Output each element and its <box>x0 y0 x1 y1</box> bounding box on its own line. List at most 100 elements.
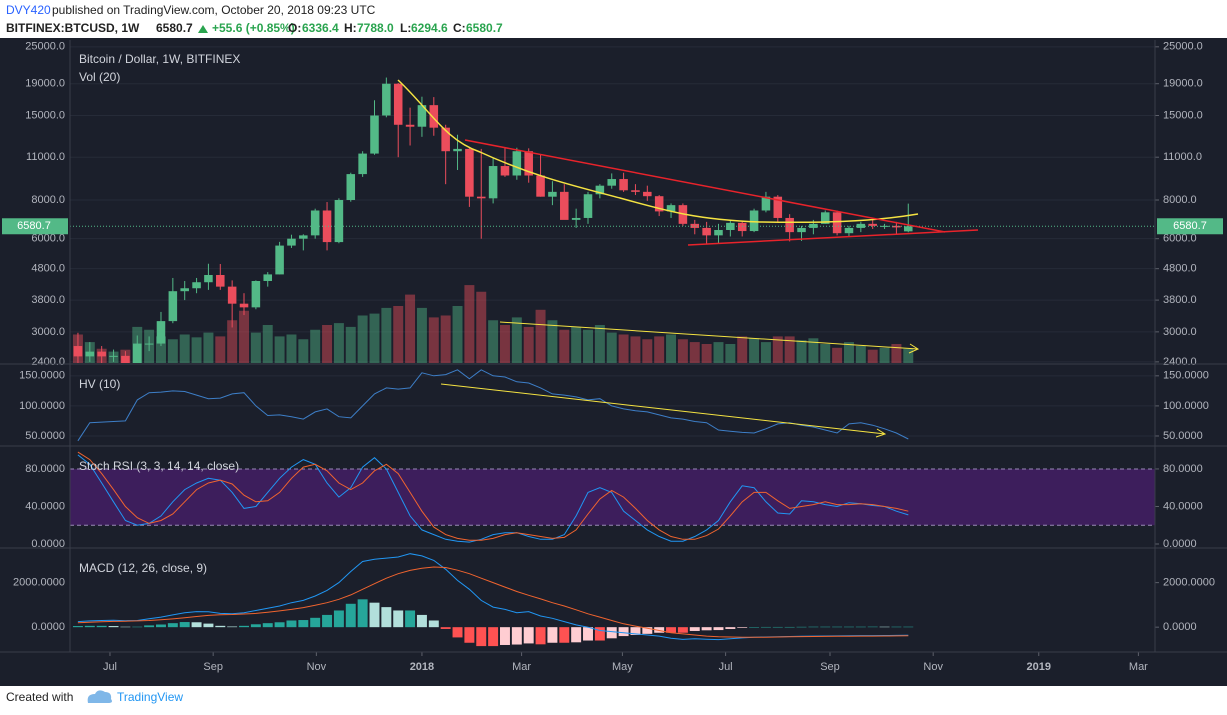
histogram-bar <box>464 627 475 643</box>
high-label: H: <box>344 21 357 35</box>
candle-body <box>180 288 189 292</box>
y-tick-label: 100.0000 <box>19 400 65 412</box>
histogram-bar <box>405 610 416 628</box>
axes: 25000.0 25000.0 19000.0 19000.0 15000.0 15000… <box>2 41 1223 673</box>
pane-title: Stoch RSI (3, 3, 14, 14, close) <box>79 459 239 473</box>
histogram-bar <box>523 627 534 644</box>
y-tick-label: 11000.0 <box>26 151 65 163</box>
volume-bar <box>772 336 783 363</box>
y-tick-label: 4800.0 <box>1163 263 1197 275</box>
histogram-bar <box>559 627 570 643</box>
y-tick-label: 6000.0 <box>31 233 65 245</box>
histogram-bar <box>476 627 487 647</box>
candle-body <box>595 185 605 195</box>
open-label: O: <box>288 21 301 35</box>
histogram-bar <box>132 626 143 628</box>
y-tick-label: 3800.0 <box>31 294 65 306</box>
histogram-bar <box>654 627 665 633</box>
candle-body <box>892 225 901 228</box>
volume-bar <box>333 323 344 363</box>
brand-link[interactable]: TradingView <box>117 690 183 704</box>
candle-body <box>144 343 154 345</box>
candle-body <box>382 83 391 116</box>
candle-body <box>216 274 225 287</box>
histogram-bar <box>227 626 238 628</box>
histogram-bar <box>369 602 380 628</box>
price-tag-label: 6580.7 <box>17 220 51 232</box>
low-label: L: <box>400 21 411 35</box>
x-tick-label: 2019 <box>1027 661 1051 673</box>
candle-body <box>334 200 344 243</box>
histogram-bar <box>239 625 249 628</box>
histogram-bar <box>488 627 499 647</box>
volume-bar <box>322 325 333 363</box>
candle-body <box>785 217 794 233</box>
histogram-bar <box>499 627 510 645</box>
volume-bar <box>464 285 475 363</box>
x-tick-label: Mar <box>1129 661 1148 673</box>
volume-bar <box>725 344 736 363</box>
histogram-bar <box>725 627 736 629</box>
symbol: BITFINEX:BTCUSD, 1W <box>6 21 140 35</box>
histogram-bar <box>737 627 748 628</box>
candle-body <box>358 153 367 175</box>
histogram-bar <box>891 626 902 628</box>
publisher[interactable]: DVY420 <box>6 3 51 17</box>
volume-bar <box>203 332 214 363</box>
logo[interactable] <box>87 690 112 703</box>
candle-body <box>571 217 581 220</box>
candle-body <box>607 179 616 186</box>
volume-trend-arrow <box>499 321 920 354</box>
candle-body <box>204 274 213 283</box>
y-tick-label: 25000.0 <box>1163 41 1203 53</box>
pane-title: Bitcoin / Dollar, 1W, BITFINEX <box>79 52 240 66</box>
histogram-bar <box>84 625 95 628</box>
volume-bar <box>440 315 451 363</box>
candle-body <box>880 225 889 227</box>
low-value: 6294.6 <box>411 21 448 35</box>
histogram-bar <box>832 626 843 628</box>
close-value: 6580.7 <box>466 21 503 35</box>
candle-body <box>251 280 261 308</box>
candle-body <box>287 238 296 246</box>
y-tick-label: 150.0000 <box>19 370 65 382</box>
y-tick-label: 2000.0000 <box>1163 577 1215 589</box>
y-tick-label: 25000.0 <box>25 41 65 53</box>
histogram-bar <box>749 627 760 628</box>
histogram-bar <box>855 626 866 628</box>
volume-bar <box>903 348 914 363</box>
y-tick-label: 40.0000 <box>1163 500 1203 512</box>
up-arrow <box>198 25 208 33</box>
candle-body <box>820 212 830 224</box>
change: +55.6 (+0.85%) <box>212 21 295 35</box>
volume-bar <box>808 338 819 363</box>
histogram-bar <box>535 627 546 645</box>
histogram-bar <box>689 627 700 631</box>
x-tick-label: Nov <box>923 661 943 673</box>
candle-body <box>548 191 557 197</box>
histogram-bar <box>381 607 392 628</box>
histogram-bar <box>345 603 356 628</box>
volume-bar <box>286 334 297 363</box>
candle-body <box>761 196 771 211</box>
histogram-bar <box>772 626 783 628</box>
y-tick-label: 11000.0 <box>1163 151 1202 163</box>
y-tick-label: 40.0000 <box>25 500 65 512</box>
volume-bar <box>239 310 249 363</box>
close-label: C: <box>453 21 466 35</box>
volume-bar <box>405 294 416 363</box>
volume-bar <box>594 325 605 363</box>
volume-bar <box>262 325 273 363</box>
candle-body <box>121 355 130 363</box>
histogram-bar <box>808 626 819 628</box>
candle-body <box>310 210 320 236</box>
volume-bar <box>381 307 392 363</box>
hv-trend-arrow <box>440 383 887 438</box>
volume-bar <box>867 349 878 363</box>
x-tick-label: 2018 <box>410 661 434 673</box>
candle-body <box>832 212 842 234</box>
histogram-bar <box>583 627 593 641</box>
y-tick-label: 80.0000 <box>25 463 65 475</box>
candle-body <box>702 227 711 236</box>
y-tick-label: 3800.0 <box>1163 294 1197 306</box>
